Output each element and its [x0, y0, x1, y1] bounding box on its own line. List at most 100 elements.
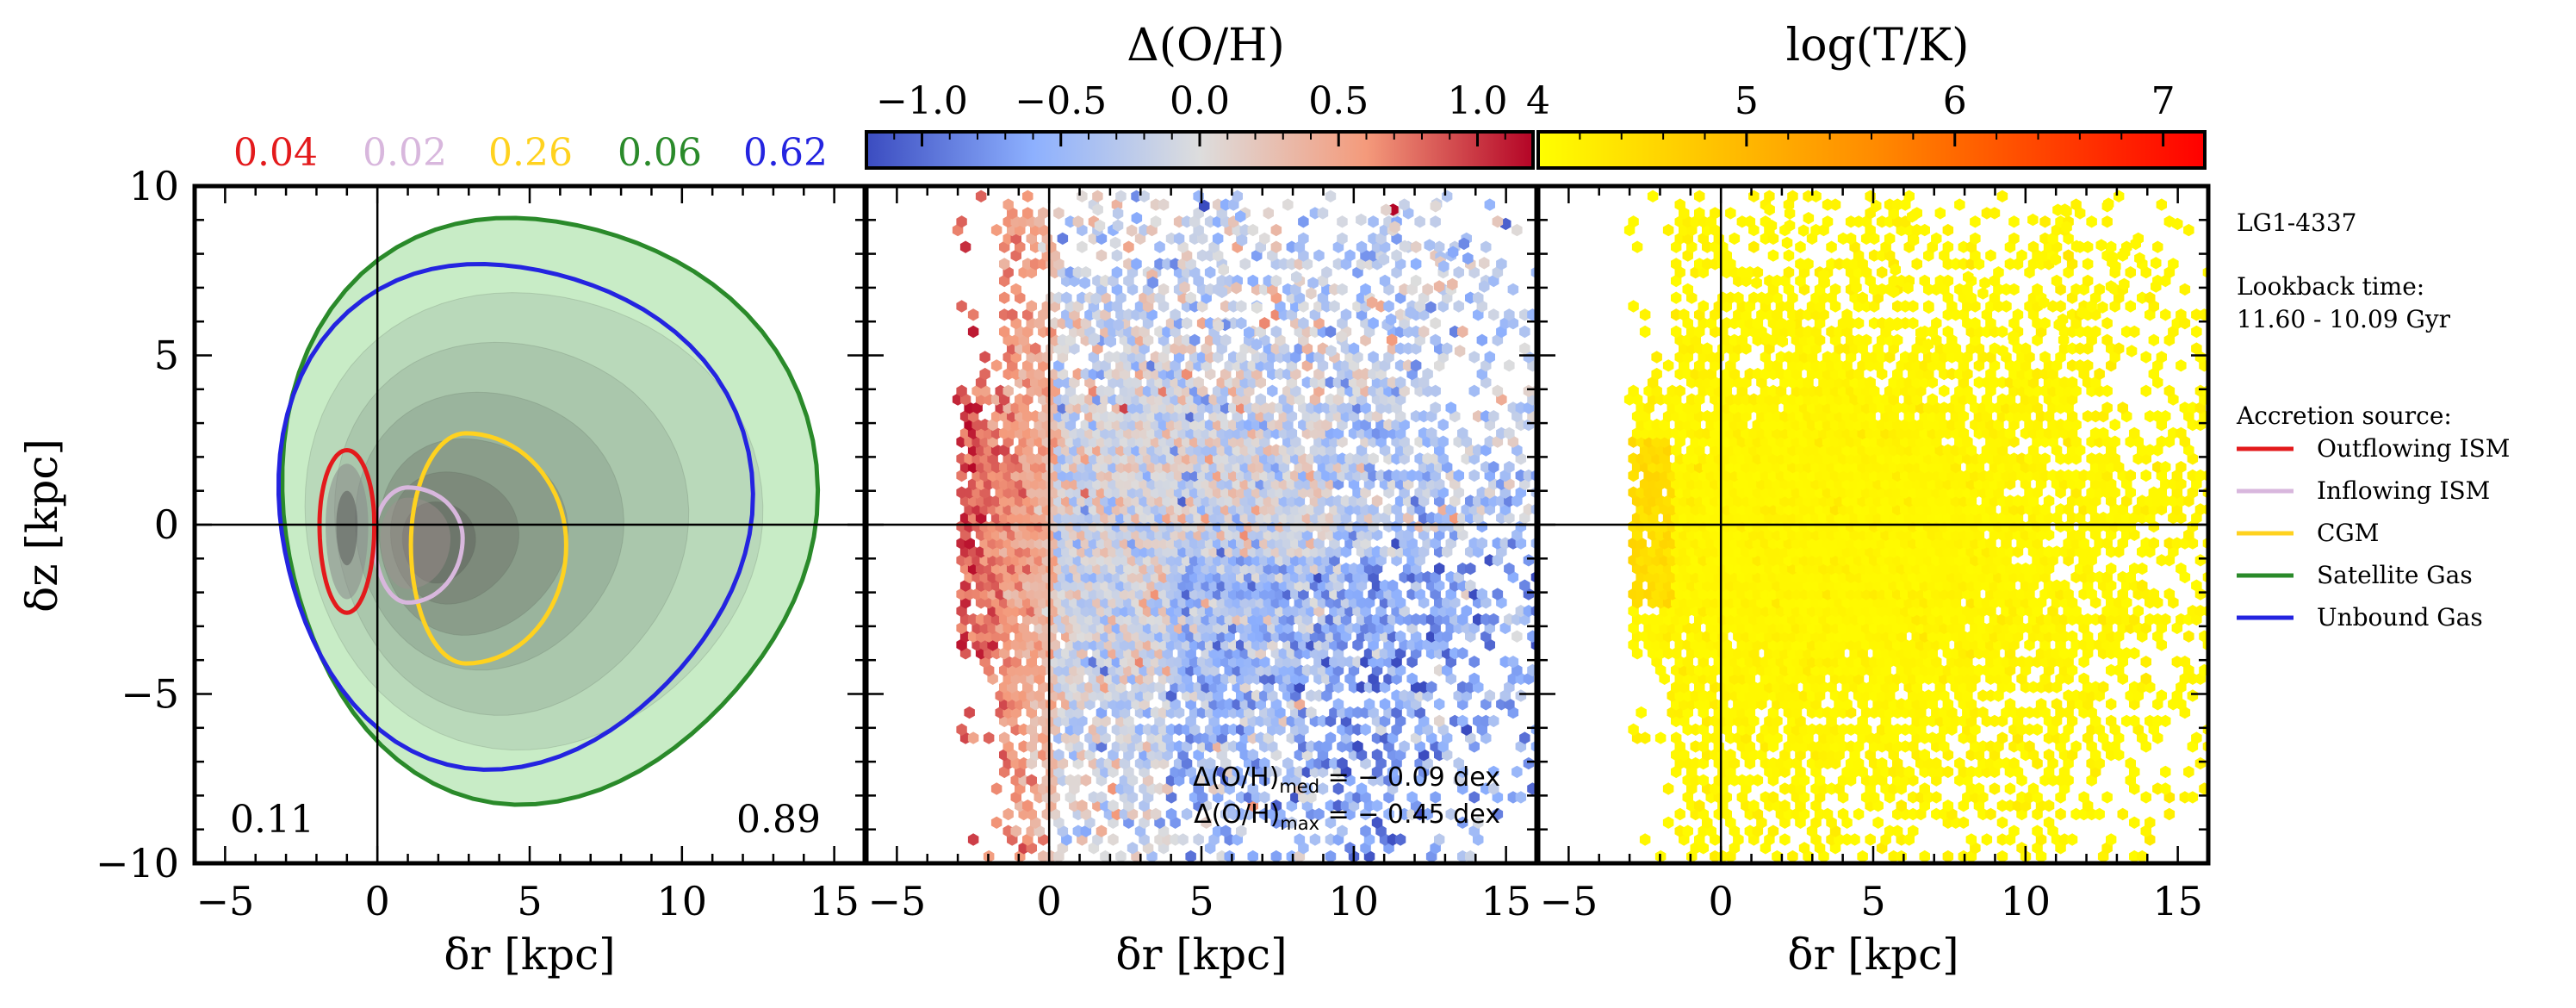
- colorbar-oh-ticks: −1.0 −0.5 0.0 0.5 1.0: [876, 79, 1534, 146]
- hexbin-cell: [1096, 791, 1108, 804]
- hexbin-cell: [2027, 782, 2039, 795]
- hexbin-cell: [1360, 824, 1371, 837]
- hexbin-cell: [1519, 325, 1530, 339]
- colorbar-tick-label: −0.5: [1015, 79, 1107, 123]
- hexbin-cell: [1996, 731, 2008, 744]
- hexbin-cell: [1492, 384, 1504, 397]
- fraction-outflowing-ism: 0.04: [233, 131, 318, 175]
- hexbin-cell: [959, 240, 971, 253]
- hexbin-cell: [1500, 217, 1511, 231]
- hexbin-cell: [1325, 731, 1337, 744]
- hexbin-cell: [1822, 807, 1834, 821]
- hexbin-cell: [1389, 221, 1400, 233]
- hexbin-cell: [2129, 647, 2140, 660]
- hexbin-cell: [1425, 681, 1437, 694]
- hexbin-cell: [1170, 308, 1181, 321]
- hexbin-cell: [1484, 689, 1495, 702]
- hexbin-cell: [1492, 215, 1504, 228]
- hexbin-cell: [1270, 765, 1282, 779]
- hexbin-cell: [1674, 807, 1685, 821]
- hexbin-cell: [1077, 240, 1088, 253]
- hexbin-cell: [1422, 283, 1433, 296]
- hexbin-cell: [1981, 833, 1993, 846]
- hexbin-cell: [1462, 252, 1474, 265]
- hexbin-cell: [1189, 333, 1201, 346]
- hexbin-cell: [2032, 723, 2043, 736]
- hexbin-cell: [1379, 274, 1391, 288]
- hexbin-cell: [1220, 333, 1232, 346]
- hexbin-cell: [1798, 842, 1810, 855]
- hexbin-cell: [1150, 807, 1162, 821]
- hexbin-cell: [1671, 731, 1682, 744]
- hexbin-cell: [1360, 723, 1371, 736]
- hexbin-cell: [1366, 296, 1378, 309]
- hexbin-cell: [1399, 740, 1410, 753]
- hexbin-cell: [964, 706, 975, 719]
- hexbin-cell: [1270, 325, 1282, 339]
- hexbin-cell: [1394, 833, 1406, 846]
- hexbin-cell: [1430, 200, 1441, 213]
- hexbin-cell: [1434, 714, 1445, 728]
- hexbin-cell: [1447, 277, 1458, 291]
- hexbin-cell: [1317, 342, 1329, 355]
- hexbin-cell: [2106, 714, 2117, 728]
- hexbin-cell: [1394, 376, 1406, 389]
- hexbin-cell: [2008, 756, 2020, 770]
- hexbin-cell: [2160, 782, 2171, 795]
- hexbin-cell: [1772, 849, 1783, 863]
- hexbin-cell: [1270, 223, 1282, 237]
- hexbin-cell: [1057, 232, 1069, 246]
- hexbin-cell: [1368, 317, 1379, 330]
- hexbin-cell: [1748, 800, 1760, 812]
- hexbin-cell: [1504, 308, 1515, 321]
- hexbin-cell: [1662, 816, 1674, 829]
- hexbin-cell: [1511, 630, 1523, 643]
- hexbin-cell: [1682, 824, 1693, 837]
- hexbin-cell: [2004, 782, 2016, 795]
- hexbin-cell: [1476, 588, 1487, 600]
- hexbin-cell: [2125, 756, 2136, 770]
- hexbin-cell: [1442, 190, 1453, 202]
- source-fractions: 0.04 0.02 0.26 0.06 0.62: [233, 131, 828, 175]
- hexbin-cell: [1527, 782, 1536, 795]
- fraction-cgm: 0.26: [488, 131, 573, 175]
- hexbin-cell: [1356, 782, 1368, 795]
- hexbin-cell: [1080, 266, 1092, 279]
- hexbin-cell: [1313, 807, 1325, 821]
- hexbin-cell: [1251, 338, 1263, 351]
- hexbin-cell: [1479, 257, 1490, 270]
- hexbin-cell: [1337, 824, 1348, 837]
- hexbin-cell: [1488, 461, 1499, 474]
- hexbin-cell: [1368, 452, 1379, 465]
- hexbin-cell: [1286, 816, 1298, 829]
- hexbin-cell: [2199, 782, 2208, 795]
- hexbin-cell: [2187, 791, 2199, 804]
- hexbin-cell: [1337, 756, 1348, 770]
- hexbin-cell: [1896, 849, 1907, 863]
- hexbin-cell: [2106, 698, 2117, 711]
- hexbin-cell: [2051, 698, 2063, 711]
- hexbin-cell: [1259, 791, 1270, 804]
- hexbin-cell: [956, 300, 967, 313]
- colorbar-tick-label: 0.0: [1170, 79, 1230, 123]
- hexbin-cell: [1270, 274, 1282, 288]
- hexbin-cell: [1340, 308, 1352, 321]
- hexbin-cell: [1468, 351, 1480, 364]
- hexbin-cell: [2094, 807, 2105, 821]
- hexbin-cell: [1468, 656, 1480, 669]
- hexbin-cell: [1332, 782, 1344, 795]
- hexbin-cell: [1127, 842, 1139, 855]
- hexbin-cell: [1239, 258, 1251, 271]
- hexbin-cell: [1504, 426, 1515, 440]
- hexbin-cell: [1430, 384, 1441, 397]
- hexbin-cell: [1247, 274, 1258, 288]
- hexbin-cell: [1072, 215, 1084, 228]
- hexbin-cell: [1193, 376, 1204, 389]
- hexbin-cell: [1476, 537, 1487, 550]
- hexbin-cell: [1865, 833, 1876, 846]
- hexbin-cell: [1165, 807, 1177, 821]
- hexbin-cell: [1298, 215, 1309, 228]
- hexbin-cell: [2004, 698, 2016, 711]
- hexbin-cell: [1096, 249, 1108, 262]
- hexbin-cell: [1313, 249, 1325, 262]
